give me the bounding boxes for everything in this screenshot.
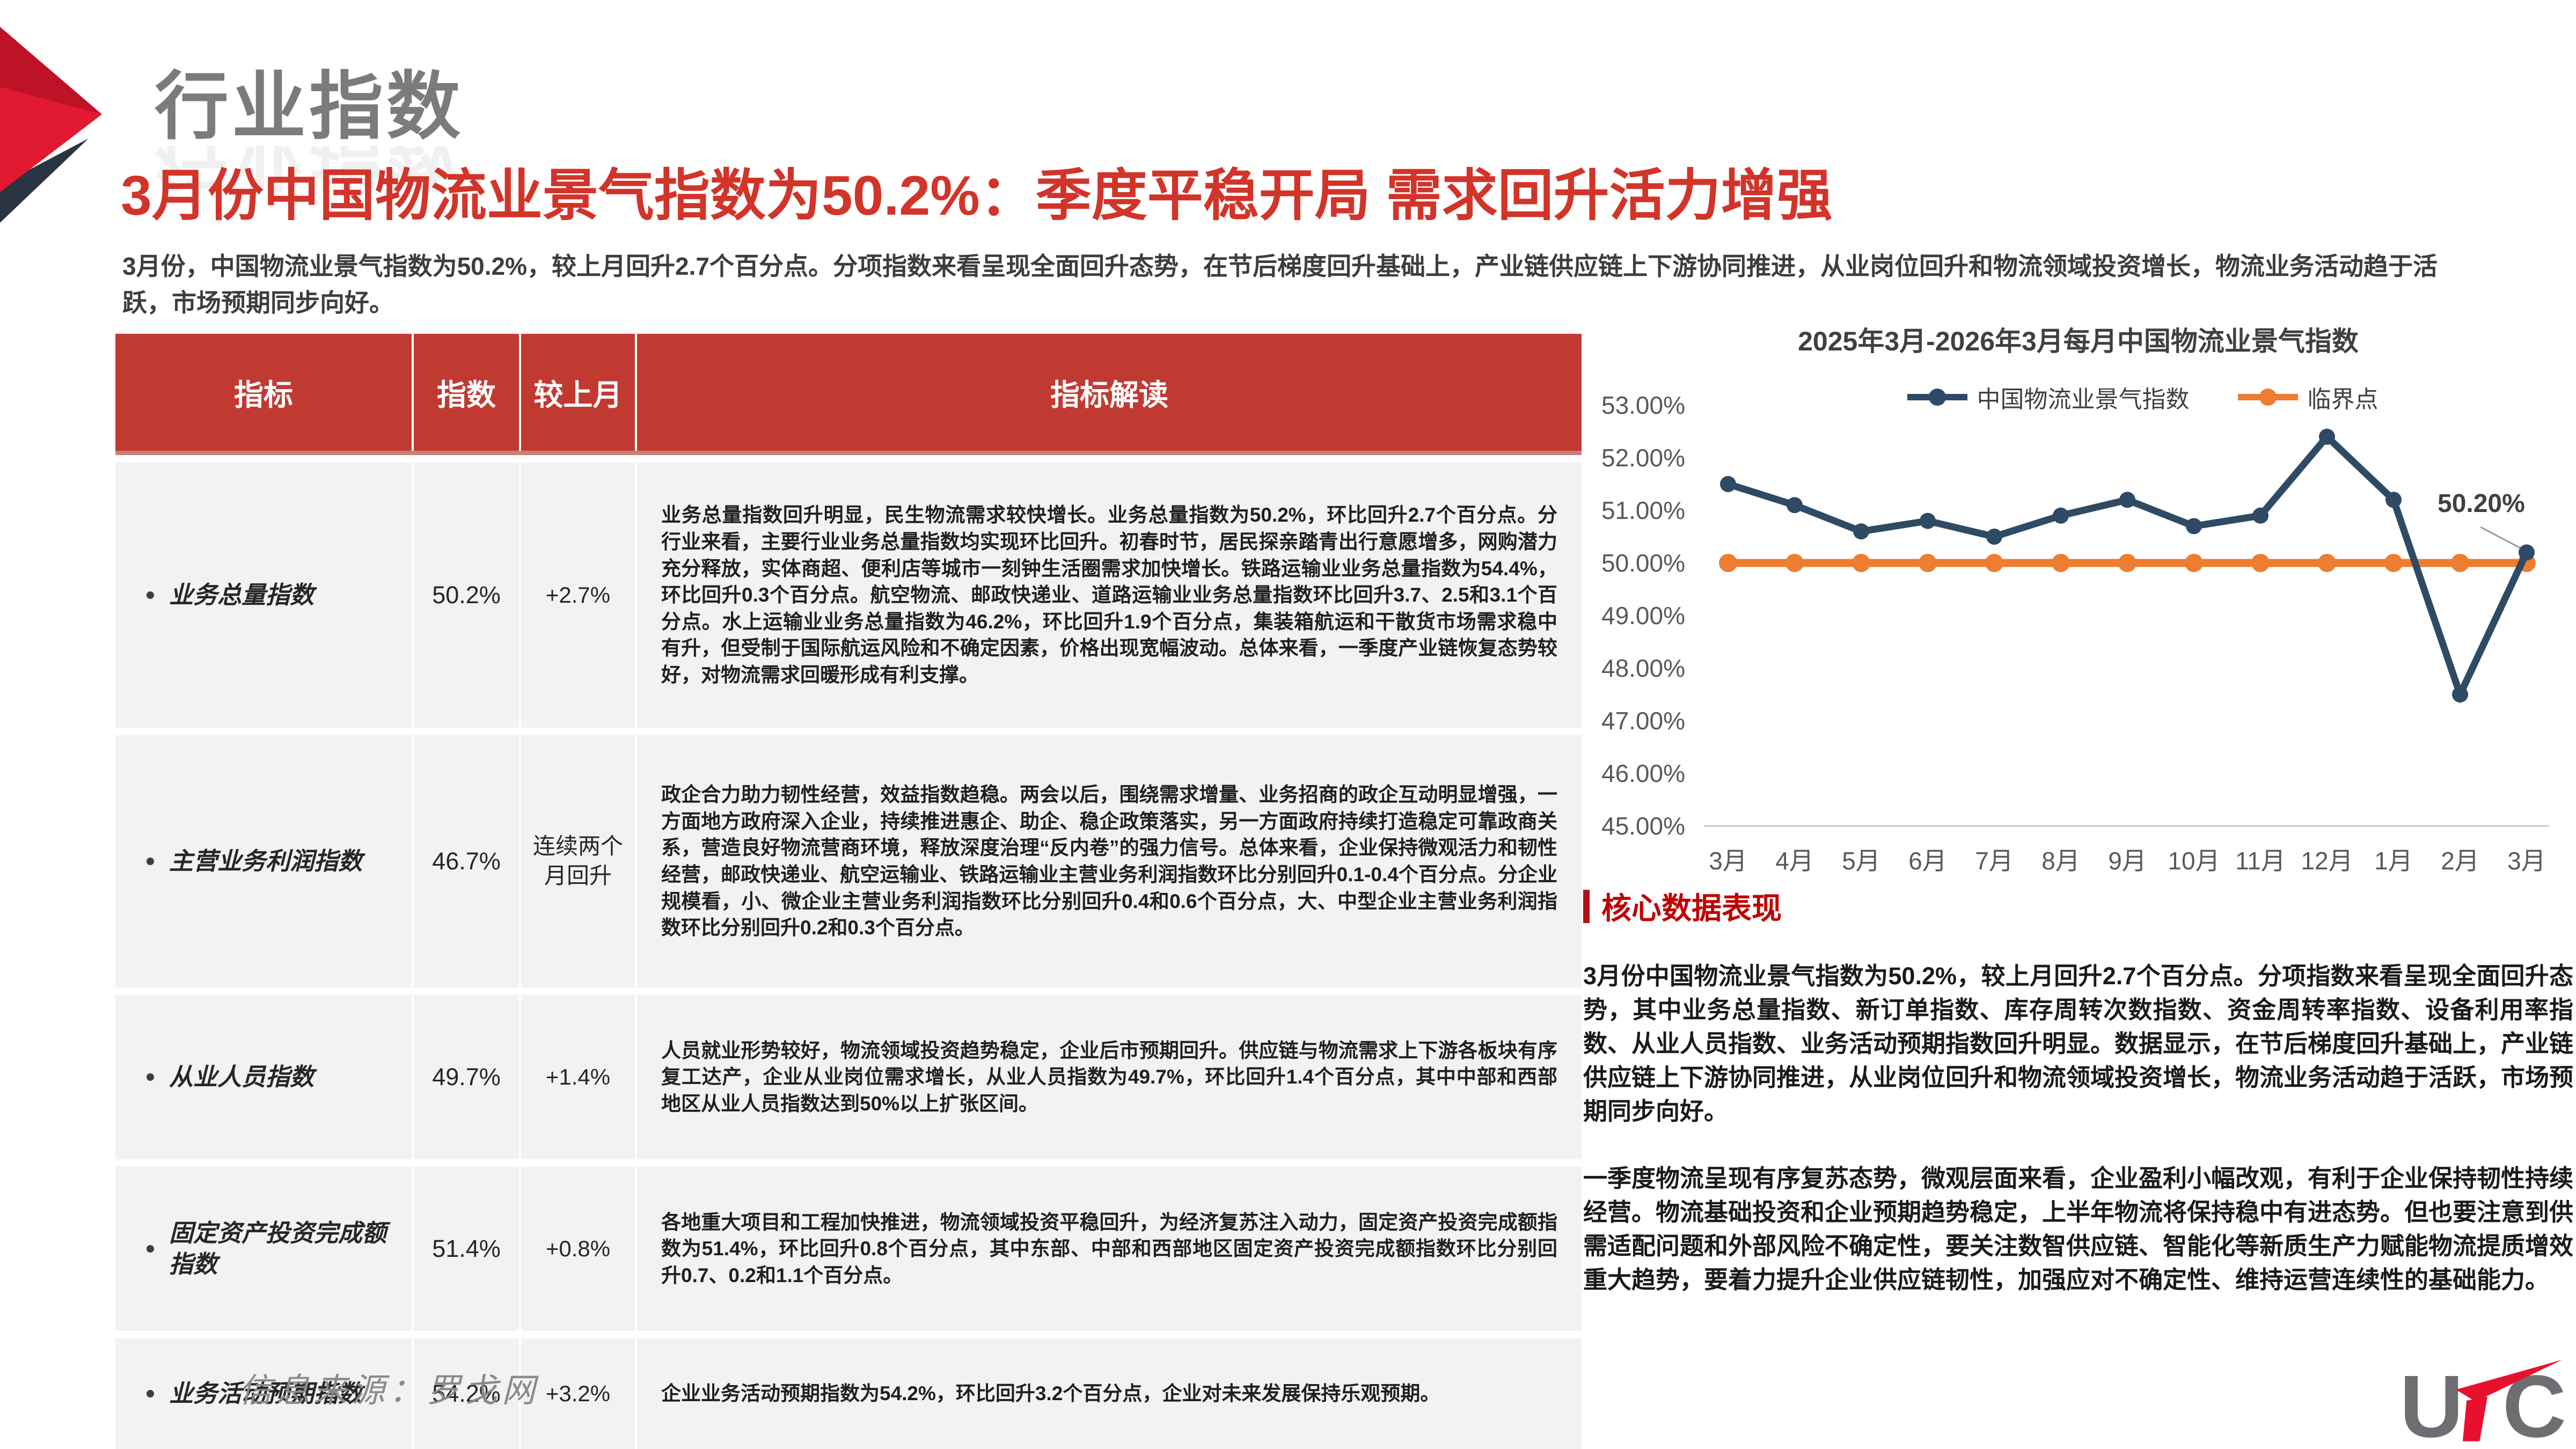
interpretation-text: 人员就业形势较好，物流领域投资趋势稳定，企业后市预期回升。供应链与物流需求上下游… [661, 1039, 1557, 1115]
bullet-icon [147, 1073, 154, 1081]
legend-item-index: 中国物流业景气指数 [1907, 380, 2190, 414]
bullet-icon [147, 858, 154, 865]
indicator-name: 主营业务利润指数 [169, 847, 363, 875]
indicator-interpretation-cell: 各地重大项目和工程加快推进，物流领域投资平稳回升，为经济复苏注入动力，固定资产投… [635, 1167, 1582, 1331]
svg-text:1月: 1月 [2374, 847, 2413, 875]
line-marker-icon [2237, 389, 2298, 406]
indicator-value-cell: 51.4% [412, 1167, 519, 1331]
svg-text:2月: 2月 [2441, 847, 2479, 875]
indicator-name-cell: 从业人员指数 [115, 995, 412, 1159]
indicator-value-cell: 49.7% [412, 995, 519, 1159]
interpretation-text: 政企合力助力韧性经营，效益指数趋稳。两会以后，围绕需求增量、业务招商的政企互动明… [661, 784, 1557, 939]
indicator-name: 从业人员指数 [169, 1063, 314, 1091]
indicator-name: 业务总量指数 [169, 581, 314, 609]
line-marker-icon [1907, 389, 1967, 406]
bullet-icon [147, 1245, 154, 1253]
legend-item-threshold: 临界点 [2237, 380, 2379, 414]
svg-text:10月: 10月 [2168, 847, 2220, 875]
svg-text:8月: 8月 [2041, 847, 2080, 875]
indicator-name-cell: 主营业务利润指数 [115, 735, 412, 987]
core-paragraph-1: 3月份中国物流业景气指数为50.2%，较上月回升2.7个百分点。分项指数来看呈现… [1583, 962, 2574, 1125]
indicator-name-cell: 业务总量指数 [115, 463, 412, 728]
intro-paragraph: 3月份，中国物流业景气指数为50.2%，较上月回升2.7个百分点。分项指数来看呈… [122, 252, 2438, 317]
indicator-value-cell: 50.2% [412, 463, 519, 728]
indicator-change-cell: +2.7% [519, 463, 635, 728]
dot-icon [2259, 389, 2277, 406]
dot-icon [1928, 389, 1946, 406]
svg-text:12月: 12月 [2301, 847, 2353, 875]
svg-text:46.00%: 46.00% [1601, 759, 1685, 787]
table-row: 从业人员指数 49.7% +1.4% 人员就业形势较好，物流领域投资趋势稳定，企… [115, 995, 1582, 1159]
interpretation-text: 各地重大项目和工程加快推进，物流领域投资平稳回升，为经济复苏注入动力，固定资产投… [661, 1211, 1557, 1286]
core-paragraph-2: 一季度物流呈现有序复苏态势，微观层面来看，企业盈利小幅改观，有利于企业保持韧性持… [1583, 1165, 2574, 1293]
chart-title: 2025年3月-2026年3月每月中国物流业景气指数 [1798, 326, 2359, 356]
svg-text:11月: 11月 [2235, 847, 2286, 875]
svg-text:5月: 5月 [1842, 847, 1880, 875]
svg-text:47.00%: 47.00% [1601, 707, 1685, 735]
chart-legend: 中国物流业景气指数 临界点 [1712, 380, 2573, 414]
column-header-interpretation: 指标解读 [635, 334, 1582, 451]
legend-label: 临界点 [2307, 386, 2379, 413]
indicator-value-cell: 46.7% [412, 735, 519, 987]
svg-text:52.00%: 52.00% [1601, 444, 1685, 472]
indicator-name: 固定资产投资完成额指数 [169, 1219, 387, 1278]
svg-text:4月: 4月 [1775, 847, 1814, 875]
source-note: 信息来源：罗戈网 [239, 1373, 540, 1409]
column-header-index: 指数 [412, 334, 519, 451]
core-heading-row: 核心数据表现 [1583, 884, 2573, 928]
headline: 3月份中国物流业景气指数为50.2%：季度平稳开局 需求回升活力增强 [121, 165, 1833, 227]
table-row: 业务活动预期指数 54.2% +3.2% 企业业务活动预期指数为54.2%，环比… [115, 1338, 1582, 1449]
red-accent-bar [1583, 889, 1590, 923]
line-chart: 53.00% 52.00% 51.00% 50.00% 49.00% 48.00% 47.0… [1601, 391, 2549, 875]
chart-panel: 53.00% 52.00% 51.00% 50.00% 49.00% 48.00% 47.0… [1583, 311, 2573, 912]
svg-text:9月: 9月 [2108, 847, 2147, 875]
svg-text:50.20%: 50.20% [2438, 489, 2525, 518]
corner-accent-decoration [0, 0, 113, 231]
core-heading: 核心数据表现 [1601, 891, 1782, 925]
logo-letter-u: U [2399, 1357, 2463, 1445]
indicator-change-cell: +3.2% [519, 1338, 635, 1449]
indicator-value-cell: 54.2% [412, 1338, 519, 1449]
svg-text:3月: 3月 [1709, 847, 1747, 875]
table-row: 主营业务利润指数 46.7% 连续两个月回升 政企合力助力韧性经营，效益指数趋稳… [115, 735, 1582, 987]
utc-logo: U C [2399, 1357, 2566, 1445]
table-header-row: 指标 指数 较上月 指标解读 [115, 334, 1582, 455]
core-data-section: 核心数据表现 3月份中国物流业景气指数为50.2%，较上月回升2.7个百分点。分… [1583, 884, 2573, 1297]
svg-text:53.00%: 53.00% [1601, 391, 1685, 419]
svg-text:51.00%: 51.00% [1601, 496, 1685, 524]
table-row: 固定资产投资完成额指数 51.4% +0.8% 各地重大项目和工程加快推进，物流… [115, 1167, 1582, 1331]
legend-label: 中国物流业景气指数 [1977, 386, 2190, 413]
indicator-name-cell: 业务活动预期指数 [115, 1338, 412, 1449]
column-header-indicator: 指标 [233, 378, 293, 412]
logo-flag-triangle-icon [2455, 1359, 2562, 1402]
svg-text:7月: 7月 [1975, 847, 2014, 875]
indicator-interpretation-cell: 企业业务活动预期指数为54.2%，环比回升3.2个百分点，企业对未来发展保持乐观… [635, 1338, 1582, 1449]
svg-text:50.00%: 50.00% [1601, 549, 1685, 577]
indicator-interpretation-cell: 业务总量指数回升明显，民生物流需求较快增长。业务总量指数为50.2%，环比回升2… [635, 463, 1582, 728]
indicator-change-cell: +0.8% [519, 1167, 635, 1331]
logo-t-stem-icon [2462, 1396, 2488, 1441]
table-row: 业务总量指数 50.2% +2.7% 业务总量指数回升明显，民生物流需求较快增长… [115, 463, 1582, 728]
indicator-interpretation-cell: 政企合力助力韧性经营，效益指数趋稳。两会以后，围绕需求增量、业务招商的政企互动明… [635, 735, 1582, 987]
indicator-interpretation-cell: 人员就业形势较好，物流领域投资趋势稳定，企业后市预期回升。供应链与物流需求上下游… [635, 995, 1582, 1159]
indicator-change-cell: +1.4% [519, 995, 635, 1159]
bullet-icon [147, 591, 154, 599]
page-title: 行业指数 [155, 65, 464, 148]
indicator-name: 业务活动预期指数 [169, 1379, 363, 1407]
svg-text:48.00%: 48.00% [1601, 654, 1685, 682]
indicator-name-cell: 固定资产投资完成额指数 [115, 1167, 412, 1331]
svg-text:6月: 6月 [1908, 847, 1947, 875]
bullet-icon [147, 1390, 154, 1397]
column-header-vs-last-month: 较上月 [519, 334, 635, 451]
indicators-table: 指标 指数 较上月 指标解读 业务总量指数 50.2% +2.7% 业务总量指数… [115, 334, 1582, 1449]
indicator-change-cell: 连续两个月回升 [519, 735, 635, 987]
interpretation-text: 企业业务活动预期指数为54.2%，环比回升3.2个百分点，企业对未来发展保持乐观… [661, 1382, 1440, 1405]
svg-text:49.00%: 49.00% [1601, 602, 1685, 630]
svg-text:45.00%: 45.00% [1601, 812, 1685, 840]
svg-text:3月: 3月 [2507, 847, 2546, 875]
interpretation-text: 业务总量指数回升明显，民生物流需求较快增长。业务总量指数为50.2%，环比回升2… [661, 504, 1557, 686]
